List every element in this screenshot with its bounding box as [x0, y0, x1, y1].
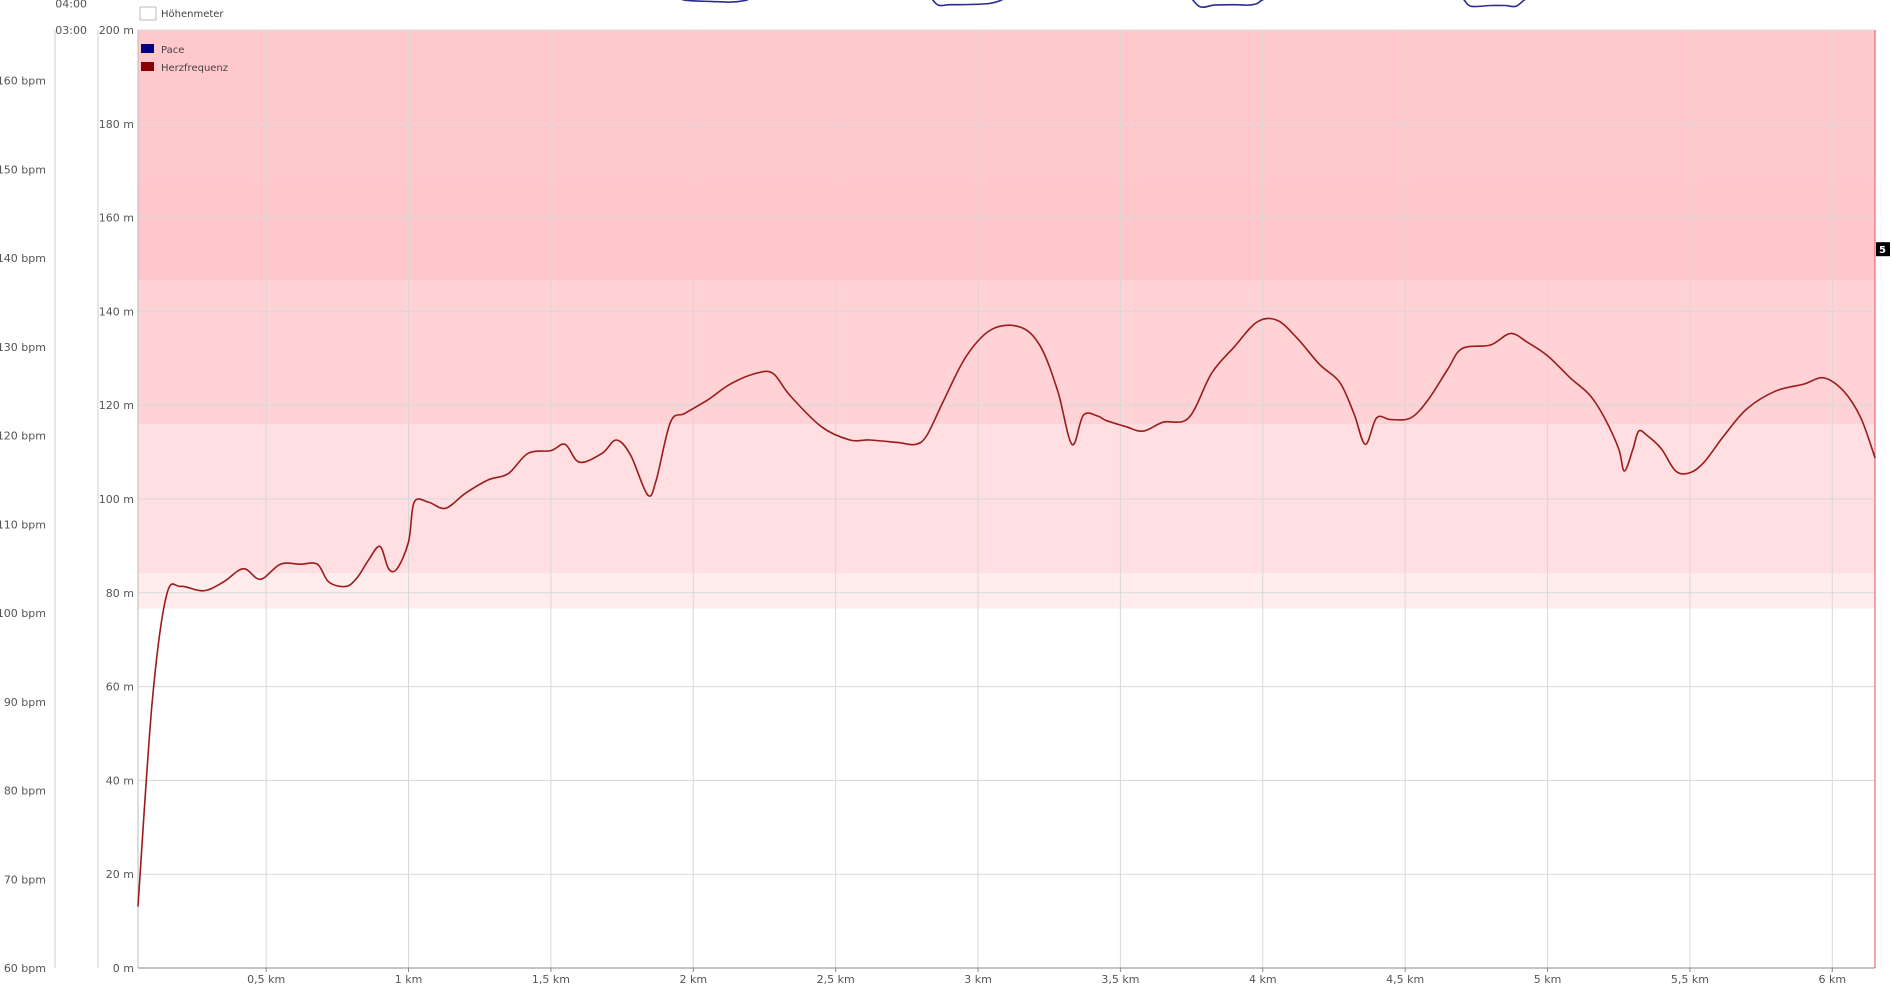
x-tick-4: 4 km	[1249, 973, 1277, 985]
legend[interactable]: Höhenmeter Pace Herzfrequenz	[139, 6, 228, 74]
legend-swatch-pace	[141, 44, 154, 53]
elevation-tick-0: 0 m	[113, 962, 134, 975]
hr-tick-160: 160 bpm	[0, 75, 46, 88]
x-tick-2: 2 km	[679, 973, 707, 985]
zone-marker-label: 5	[1879, 245, 1886, 256]
x-tick-1: 1 km	[395, 973, 423, 985]
elevation-tick-160: 160 m	[99, 212, 134, 225]
hr-tick-150: 150 bpm	[0, 163, 46, 176]
hr-tick-60: 60 bpm	[4, 962, 46, 975]
grid-lines	[138, 29, 1875, 969]
x-tick-5-5: 5,5 km	[1671, 973, 1709, 985]
hr-tick-100: 100 bpm	[0, 607, 46, 620]
x-tick-3-5: 3,5 km	[1101, 973, 1139, 985]
elevation-tick-100: 100 m	[99, 493, 134, 506]
hr-tick-90: 90 bpm	[4, 696, 46, 709]
elevation-tick-20: 20 m	[106, 868, 134, 881]
hr-tick-130: 130 bpm	[0, 341, 46, 354]
elevation-tick-60: 60 m	[106, 681, 134, 694]
hr-zone-5	[138, 30, 1875, 184]
x-tick-1-5: 1,5 km	[532, 973, 570, 985]
x-tick-6: 6 km	[1818, 973, 1846, 985]
pace-tick-04-00: 04:00	[55, 0, 87, 11]
pace-tick-03-00: 03:00	[55, 24, 87, 37]
hr-tick-110: 110 bpm	[0, 518, 46, 531]
legend-swatch-hoehenmeter	[139, 6, 157, 21]
elevation-tick-180: 180 m	[99, 118, 134, 131]
zone-marker: 5	[1876, 242, 1890, 257]
legend-swatch-herzfrequenz	[141, 62, 154, 71]
elevation-tick-200: 200 m	[99, 24, 134, 37]
x-tick-2-5: 2,5 km	[817, 973, 855, 985]
hr-tick-140: 140 bpm	[0, 252, 46, 265]
series-lines	[137, 0, 1876, 907]
heart-rate-line	[137, 317, 1876, 907]
legend-label-hoehenmeter: Höhenmeter	[161, 9, 224, 20]
legend-item-pace[interactable]: Pace	[141, 44, 184, 56]
heart-rate-zones	[138, 30, 1875, 609]
x-tick-3: 3 km	[964, 973, 992, 985]
legend-item-hoehenmeter[interactable]: Höhenmeter	[139, 6, 224, 21]
legend-label-herzfrequenz: Herzfrequenz	[161, 63, 228, 74]
hr-zone-4	[138, 183, 1875, 281]
elevation-tick-40: 40 m	[106, 774, 134, 787]
elevation-tick-140: 140 m	[99, 305, 134, 318]
zone-marker-badge	[1876, 242, 1890, 257]
hr-tick-80: 80 bpm	[4, 785, 46, 798]
legend-item-herzfrequenz[interactable]: Herzfrequenz	[141, 62, 228, 74]
hr-tick-70: 70 bpm	[4, 873, 46, 886]
elevation-tick-120: 120 m	[99, 399, 134, 412]
x-tick-0-5: 0,5 km	[247, 973, 285, 985]
x-tick-4-5: 4,5 km	[1386, 973, 1424, 985]
hr-tick-120: 120 bpm	[0, 430, 46, 443]
x-tick-5: 5 km	[1534, 973, 1562, 985]
legend-label-pace: Pace	[161, 45, 184, 56]
elevation-tick-80: 80 m	[106, 587, 134, 600]
pace-line	[681, 0, 1526, 9]
